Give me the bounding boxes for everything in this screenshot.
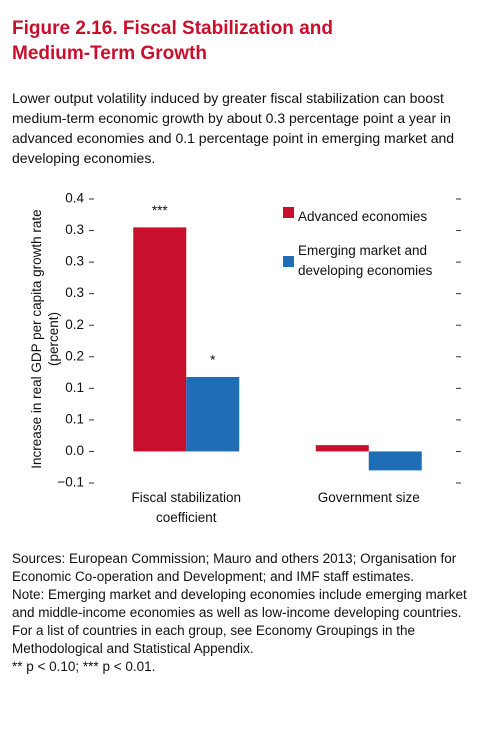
y-tick-label: 0.3: [65, 222, 84, 237]
bar: [368, 451, 422, 471]
legend-label: Emerging market and developing economies: [298, 243, 433, 278]
notes: Sources: European Commission; Mauro and …: [12, 550, 474, 676]
chart-title: Figure 2.16. Fiscal Stabilization and Me…: [12, 18, 333, 64]
legend-swatch: [283, 256, 294, 267]
y-tick-label: 0.1: [65, 411, 84, 426]
y-tick-label: 0.0: [65, 443, 84, 458]
significance-label: *: [210, 353, 216, 368]
x-tick-label: Fiscal stabilization coefficient: [131, 490, 242, 525]
legend-swatch: [283, 207, 294, 218]
y-tick-label: 0.4: [65, 191, 84, 206]
note: Note: Emerging market and developing eco…: [12, 587, 467, 656]
note: Sources: European Commission; Mauro and …: [12, 551, 457, 584]
x-tick-label: Government size: [317, 490, 420, 505]
y-axis-label: Increase in real GDP per capita growth r…: [29, 209, 61, 469]
bar: [315, 445, 369, 452]
legend-label: Advanced economies: [298, 209, 428, 224]
bar: [133, 227, 187, 452]
subtitle: Lower output volatility induced by great…: [12, 90, 455, 166]
bar: [186, 376, 240, 452]
y-tick-label: 0.2: [65, 348, 84, 363]
y-tick-label: 0.2: [65, 317, 84, 332]
y-tick-label: 0.1: [65, 380, 84, 395]
y-tick-label: 0.3: [65, 285, 84, 300]
y-tick-label: 0.3: [65, 254, 84, 269]
y-tick-label: −0.1: [57, 475, 84, 490]
note: ** p < 0.10; *** p < 0.01.: [12, 659, 156, 674]
significance-label: ***: [152, 203, 169, 218]
